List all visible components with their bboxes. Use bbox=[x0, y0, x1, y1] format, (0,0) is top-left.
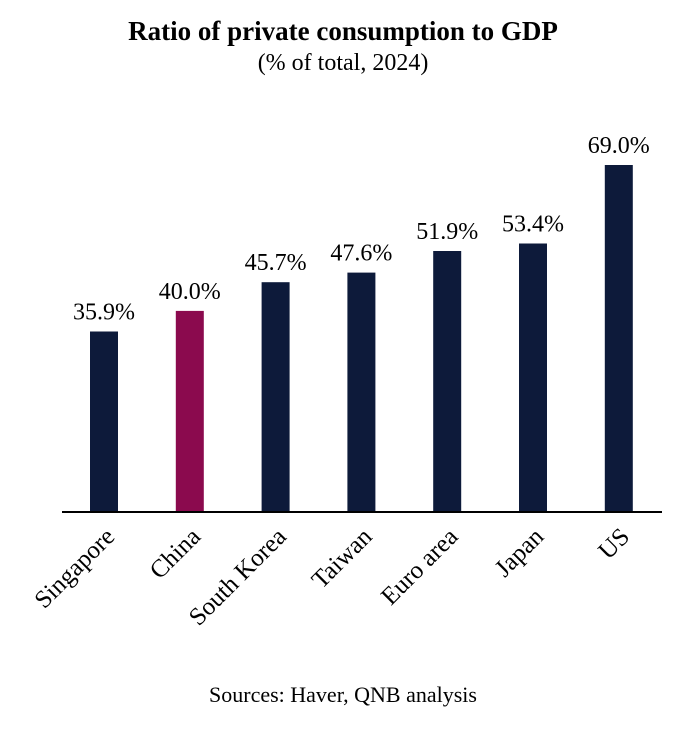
x-tick-label-china: China bbox=[145, 523, 206, 584]
x-tick-label-taiwan: Taiwan bbox=[307, 523, 378, 594]
bar-us bbox=[604, 165, 633, 512]
bar-chart: 35.9% 40.0% 45.7% 47.6% 51.9% 53.4% 69.0% Sing… bbox=[29, 133, 662, 631]
bar-singapore bbox=[90, 331, 118, 512]
x-tick-label-us: US bbox=[593, 523, 635, 565]
value-label-japan: 53.4% bbox=[502, 212, 564, 238]
x-tick-label-singapore: Singapore bbox=[29, 523, 120, 614]
chart-title: Ratio of private consumption to GDP bbox=[128, 16, 558, 46]
value-label-taiwan: 47.6% bbox=[330, 241, 392, 267]
value-label-singapore: 35.9% bbox=[73, 300, 135, 326]
bar-japan bbox=[519, 243, 547, 512]
value-label-euro-area: 51.9% bbox=[416, 219, 478, 245]
value-label-south-korea: 45.7% bbox=[245, 250, 307, 276]
x-tick-label-japan: Japan bbox=[490, 523, 550, 583]
x-tick-label-euro-area: Euro area bbox=[376, 523, 463, 610]
bar-south-korea bbox=[261, 282, 290, 512]
value-label-us: 69.0% bbox=[588, 133, 650, 159]
source-note: Sources: Haver, QNB analysis bbox=[209, 682, 477, 707]
bar-euro-area bbox=[433, 251, 462, 512]
value-label-china: 40.0% bbox=[159, 279, 221, 305]
bar-china bbox=[175, 310, 204, 512]
value-labels-layer: 35.9% 40.0% 45.7% 47.6% 51.9% 53.4% 69.0% bbox=[73, 133, 650, 326]
bar-taiwan bbox=[347, 272, 376, 512]
chart-subtitle: (% of total, 2024) bbox=[257, 50, 429, 76]
bars-layer bbox=[90, 165, 633, 512]
